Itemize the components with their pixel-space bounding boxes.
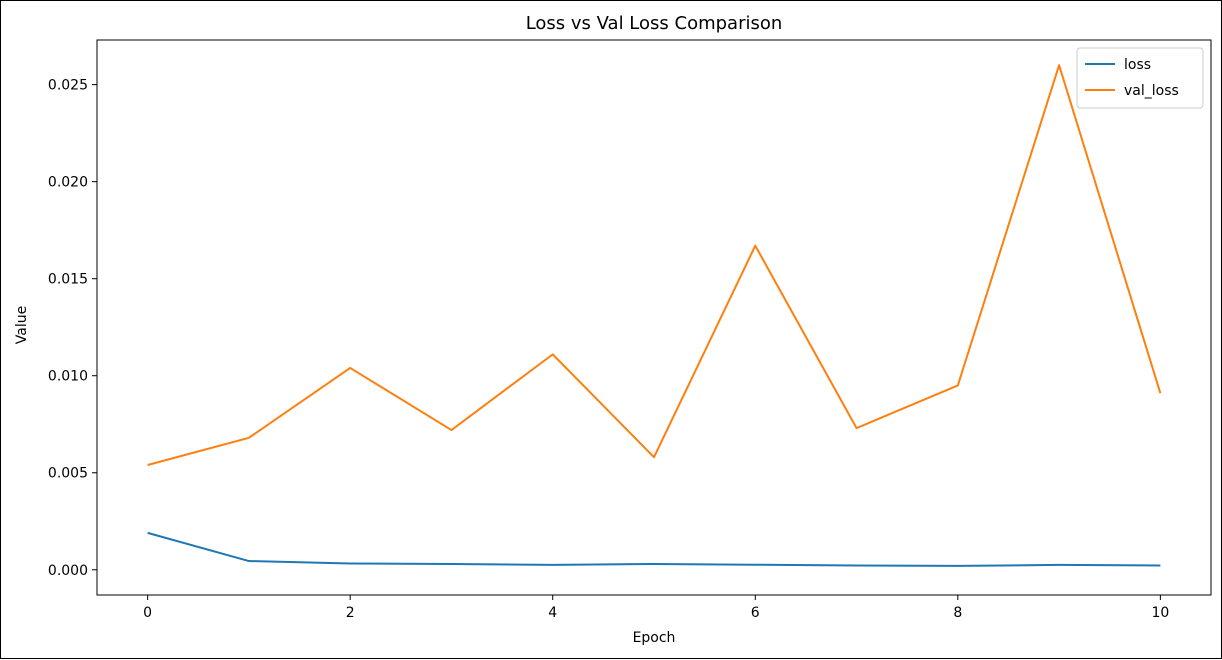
x-tick-label: 8 <box>953 605 962 621</box>
x-tick-label: 4 <box>548 605 557 621</box>
y-axis-label: Value <box>14 306 30 344</box>
y-tick-label: 0.005 <box>48 466 88 482</box>
axes-frame <box>96 39 1212 596</box>
x-tick-label: 0 <box>143 605 152 621</box>
x-tick-label: 2 <box>346 605 355 621</box>
y-tick-label: 0.010 <box>48 369 88 385</box>
y-tick-label: 0.015 <box>48 272 88 288</box>
legend-label-val-loss: val_loss <box>1124 83 1179 99</box>
y-tick-label: 0.020 <box>48 175 88 191</box>
x-tick-label: 6 <box>751 605 760 621</box>
x-axis-label: Epoch <box>633 630 676 646</box>
x-tick-label: 10 <box>1151 605 1169 621</box>
y-tick-label: 0.025 <box>48 78 88 94</box>
legend-label-loss: loss <box>1124 57 1151 73</box>
legend: loss val_loss <box>1076 47 1204 109</box>
series-line-val-loss <box>147 64 1162 466</box>
series-line-loss <box>147 531 1161 567</box>
plot-area: 0 2 4 6 8 10 0.000 0.005 0.010 0.015 0.020 0.025 <box>48 39 1212 621</box>
chart-title: Loss vs Val Loss Comparison <box>526 13 783 34</box>
y-tick-label: 0.000 <box>48 563 88 579</box>
